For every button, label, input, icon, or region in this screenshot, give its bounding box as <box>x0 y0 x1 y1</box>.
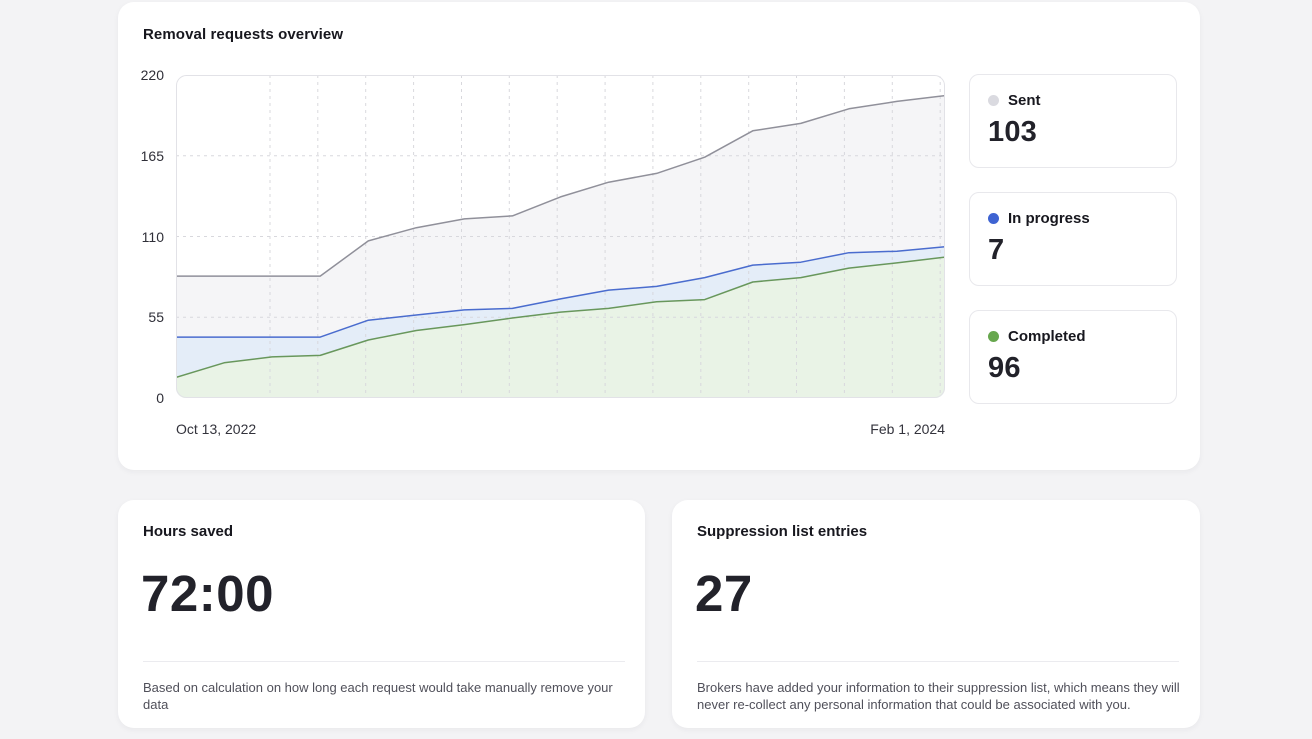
legend-label-completed: Completed <box>1008 328 1086 345</box>
y-axis-tick-label: 220 <box>140 67 164 83</box>
hours-saved-description: Based on calculation on how long each re… <box>143 680 613 712</box>
stacked-area-chart <box>176 75 945 398</box>
suppression-list-card: Suppression list entries 27 Brokers have… <box>672 500 1200 728</box>
legend-value-completed: 96 <box>988 352 1021 384</box>
y-axis: 220 165 110 55 0 <box>118 67 170 406</box>
hours-saved-value: 72:00 <box>141 565 274 622</box>
suppression-list-title: Suppression list entries <box>697 523 868 540</box>
hours-saved-title: Hours saved <box>143 523 234 540</box>
legend-value-in-progress: 7 <box>988 234 1005 266</box>
legend-label-in-progress: In progress <box>1008 210 1090 227</box>
divider <box>697 661 1179 662</box>
chart-legend: Sent 103 In progress 7 Completed 96 <box>969 74 1177 404</box>
plot-border <box>176 75 945 398</box>
legend-card-in-progress: In progress 7 <box>969 192 1177 286</box>
completed-area <box>176 257 945 398</box>
legend-card-sent: Sent 103 <box>969 74 1177 168</box>
x-axis: Oct 13, 2022 Feb 1, 2024 <box>176 421 945 437</box>
y-axis-tick-label: 55 <box>148 309 164 325</box>
sent-dot-icon <box>988 95 999 106</box>
completed-line <box>176 256 945 379</box>
y-axis-tick-label: 110 <box>141 229 164 245</box>
chart-title: Removal requests overview <box>143 26 344 43</box>
sent-line <box>176 94 945 277</box>
divider <box>143 661 625 662</box>
in-progress-line <box>176 246 945 338</box>
x-axis-end-label: Feb 1, 2024 <box>870 421 945 437</box>
removal-requests-overview-card: Removal requests overview 220 165 110 55 0 O… <box>118 2 1200 470</box>
chart-plot-area[interactable] <box>176 75 945 398</box>
y-axis-tick-label: 0 <box>156 390 164 406</box>
completed-dot-icon <box>988 331 999 342</box>
hours-saved-card: Hours saved 72:00 Based on calculation o… <box>118 500 645 728</box>
suppression-list-description: Brokers have added your information to t… <box>697 680 1180 712</box>
legend-label-sent: Sent <box>1008 92 1041 109</box>
in-progress-dot-icon <box>988 213 999 224</box>
legend-card-completed: Completed 96 <box>969 310 1177 404</box>
x-axis-start-label: Oct 13, 2022 <box>176 421 257 437</box>
y-axis-tick-label: 165 <box>140 148 164 164</box>
legend-value-sent: 103 <box>988 116 1037 148</box>
suppression-list-value: 27 <box>695 565 753 622</box>
